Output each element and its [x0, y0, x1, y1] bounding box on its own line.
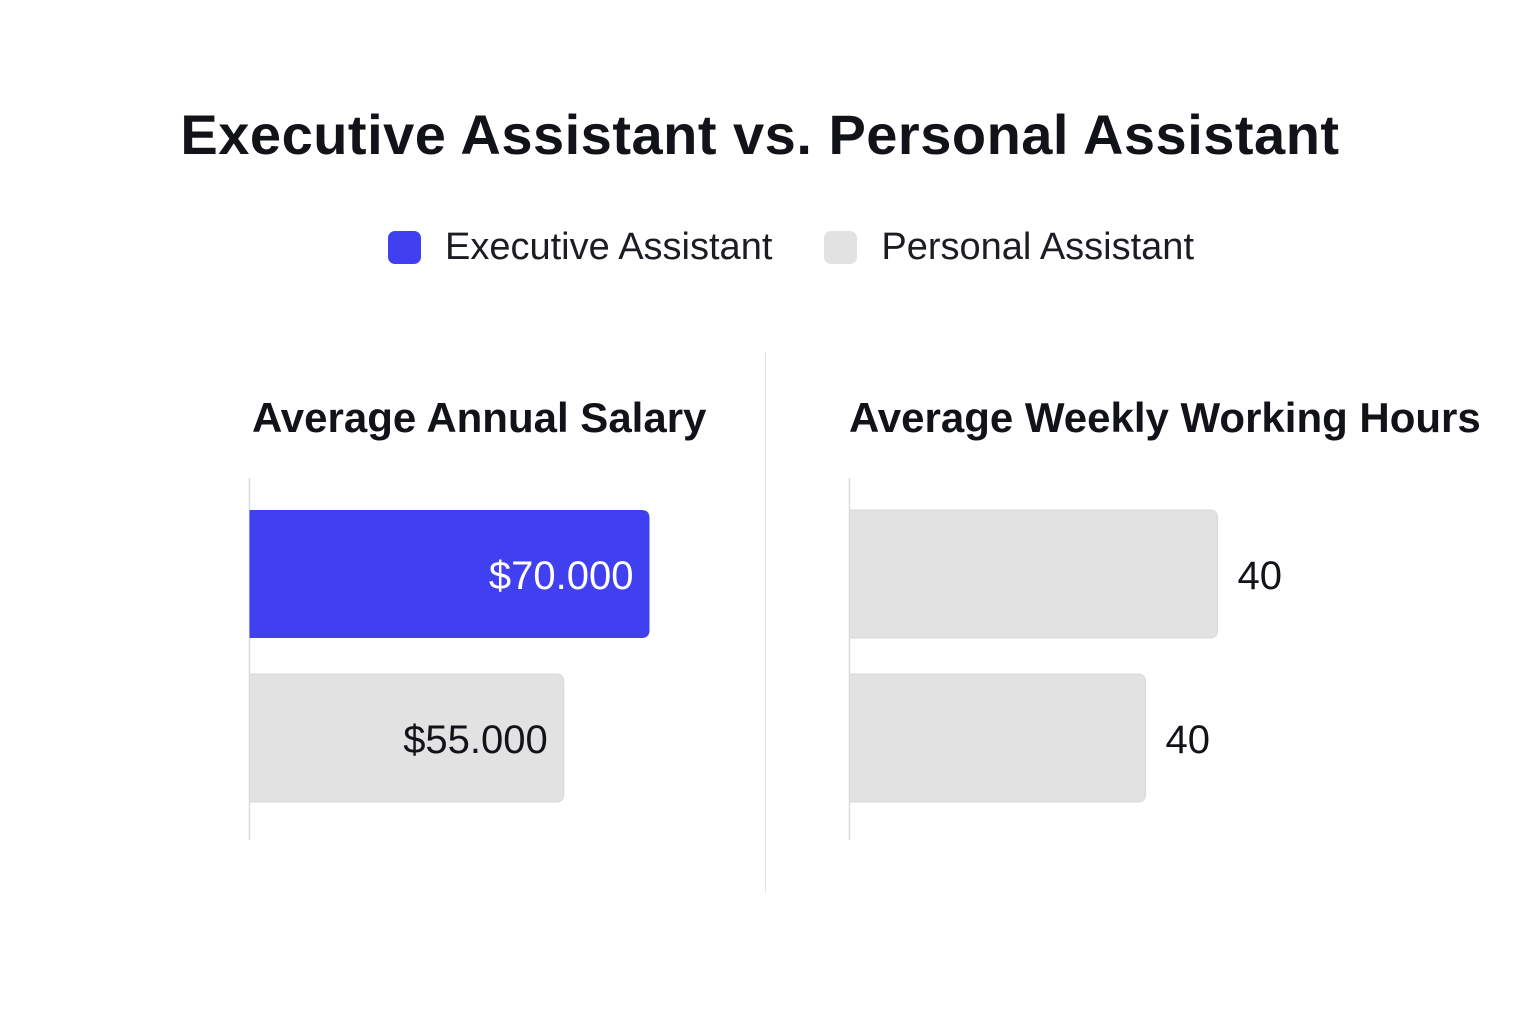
- hours-chart-title: Average Weekly Working Hours: [849, 394, 1481, 441]
- salary-bar-personal-assistant: [249, 673, 565, 803]
- hours-bar-chart: 40 40: [848, 478, 1283, 840]
- salary-chart-title: Average Annual Salary: [252, 394, 707, 441]
- legend-item-personal-assistant: Personal Assistant: [824, 226, 1194, 269]
- salary-value-label-personal-assistant: $55.000: [403, 718, 548, 762]
- legend-label-personal-assistant: Personal Assistant: [881, 225, 1194, 268]
- panel-divider: [765, 352, 766, 892]
- hours-value-label-executive-assistant: 40: [1238, 554, 1283, 598]
- legend-swatch-executive-assistant: [388, 230, 421, 264]
- legend-label-executive-assistant: Executive Assistant: [445, 225, 773, 268]
- hours-bar-personal-assistant: [849, 673, 1146, 803]
- salary-bar-chart: $70.000 $55.000: [248, 478, 650, 840]
- salary-value-label-executive-assistant: $70.000: [489, 554, 634, 598]
- legend-swatch-personal-assistant: [824, 230, 858, 264]
- chart-title: Executive Assistant vs. Personal Assista…: [180, 103, 1340, 166]
- legend: Executive Assistant Personal Assistant: [388, 222, 1246, 272]
- legend-item-executive-assistant: Executive Assistant: [388, 226, 772, 269]
- hours-value-label-personal-assistant: 40: [1166, 718, 1211, 762]
- salary-bar-executive-assistant: [249, 510, 650, 638]
- hours-bar-executive-assistant: [849, 509, 1218, 639]
